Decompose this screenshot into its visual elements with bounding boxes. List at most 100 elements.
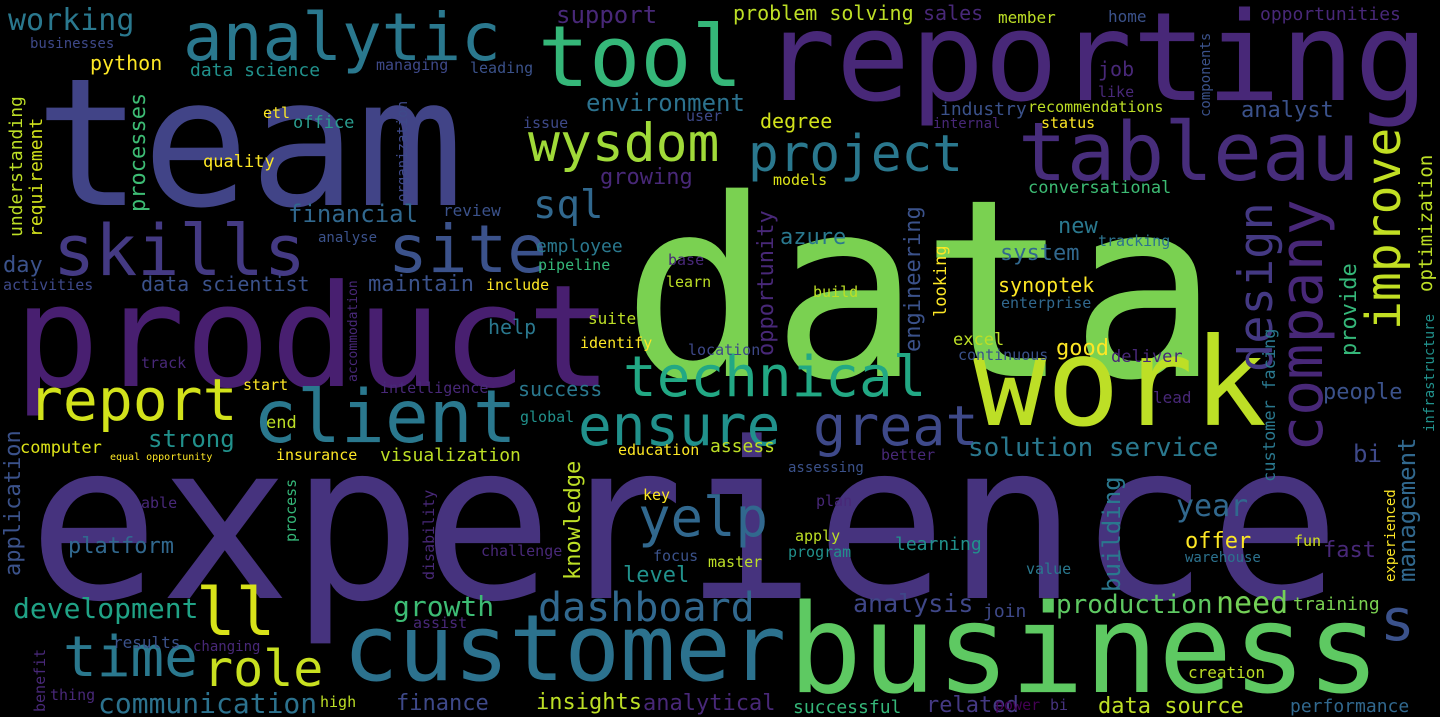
word: business	[788, 579, 1380, 717]
word: engineering	[901, 206, 926, 352]
word: great	[813, 394, 979, 458]
word: managing	[376, 56, 448, 74]
word: apply	[795, 527, 840, 545]
word: visualization	[380, 445, 521, 466]
word: bi	[1050, 696, 1068, 714]
word: assess	[710, 436, 775, 457]
word: assessing	[788, 460, 864, 476]
word: provide	[1337, 263, 1362, 356]
word: level	[623, 563, 689, 588]
word: continuous	[958, 346, 1048, 364]
word: base	[668, 251, 704, 269]
word: industry	[940, 99, 1027, 120]
word: learning	[895, 534, 982, 555]
word: processes	[126, 93, 151, 212]
word: components	[1198, 33, 1214, 117]
word: optimization	[1415, 155, 1437, 292]
word: data science	[190, 60, 320, 81]
word: computer	[20, 438, 102, 458]
word: plan	[816, 492, 852, 510]
word: good	[1056, 336, 1109, 361]
word: creation	[1188, 663, 1265, 682]
word: activities	[3, 276, 93, 294]
word: fun	[1294, 532, 1321, 550]
word: changing	[193, 639, 260, 655]
word: better	[881, 446, 935, 464]
word: reporting	[762, 0, 1428, 130]
word: year	[1176, 489, 1248, 524]
word: equal opportunity	[110, 452, 212, 463]
word: python	[90, 51, 162, 75]
word: training	[1293, 594, 1380, 615]
word: environment	[586, 89, 745, 117]
word: system	[1000, 241, 1079, 266]
word: opportunity	[754, 210, 779, 356]
word: site	[388, 211, 547, 288]
word: review	[443, 201, 501, 220]
word: work	[973, 312, 1267, 454]
word: power	[995, 696, 1040, 714]
word: skills	[53, 210, 306, 292]
word: project	[748, 125, 963, 184]
word: analysis	[853, 589, 973, 618]
word: team	[35, 40, 464, 247]
word: day	[3, 253, 43, 278]
word: analyst	[1241, 98, 1334, 123]
word: degree	[760, 109, 832, 133]
word: insurance	[276, 446, 357, 464]
word: understanding	[6, 96, 27, 237]
word: infrastructure	[1422, 314, 1438, 432]
word: models	[773, 171, 827, 189]
word: thing	[50, 686, 95, 704]
word: etl	[263, 104, 290, 122]
word: requirement	[26, 118, 47, 237]
word: education	[618, 441, 699, 459]
word: global	[520, 408, 574, 426]
word: design	[1229, 202, 1284, 372]
word: insights	[536, 690, 642, 715]
word: success	[518, 377, 602, 401]
word: improve	[1356, 128, 1412, 330]
word: identify	[580, 334, 652, 352]
word: analyse	[318, 230, 377, 246]
word: data source	[1098, 694, 1244, 717]
word: lead	[1153, 388, 1192, 407]
word: job	[1098, 57, 1134, 81]
word: end	[266, 413, 297, 433]
word: employee	[536, 236, 623, 257]
word: ll	[196, 574, 275, 651]
word: growth	[393, 590, 494, 623]
word: problem solving	[733, 1, 914, 25]
word: disability	[420, 490, 438, 580]
word: tool	[538, 8, 743, 107]
word: value	[1026, 560, 1071, 578]
word: conversational	[1028, 178, 1171, 198]
word: support	[556, 1, 657, 29]
word: yelp	[638, 486, 768, 549]
word: home	[1108, 7, 1147, 26]
word: businesses	[30, 36, 114, 52]
word: synoptek	[998, 273, 1094, 297]
word: issue	[523, 114, 568, 132]
word: knowledge	[561, 461, 586, 580]
word: tracking	[1098, 232, 1170, 250]
word: help	[488, 315, 536, 339]
word: pipeline	[538, 256, 610, 274]
word: member	[998, 8, 1056, 27]
word: assist	[413, 614, 467, 632]
word: client	[253, 375, 517, 460]
word: related	[926, 693, 1019, 717]
word: building	[1098, 476, 1126, 592]
word: quality	[203, 152, 275, 172]
word: organization	[395, 101, 411, 202]
word: product	[14, 255, 612, 420]
word: new	[1058, 214, 1098, 239]
word: management	[1393, 438, 1421, 583]
word: experienced	[1383, 489, 1399, 582]
word: build	[813, 283, 858, 301]
word: process	[282, 479, 300, 542]
word: tableau	[1018, 106, 1359, 200]
word: start	[243, 376, 288, 394]
word: deliver	[1111, 347, 1183, 367]
